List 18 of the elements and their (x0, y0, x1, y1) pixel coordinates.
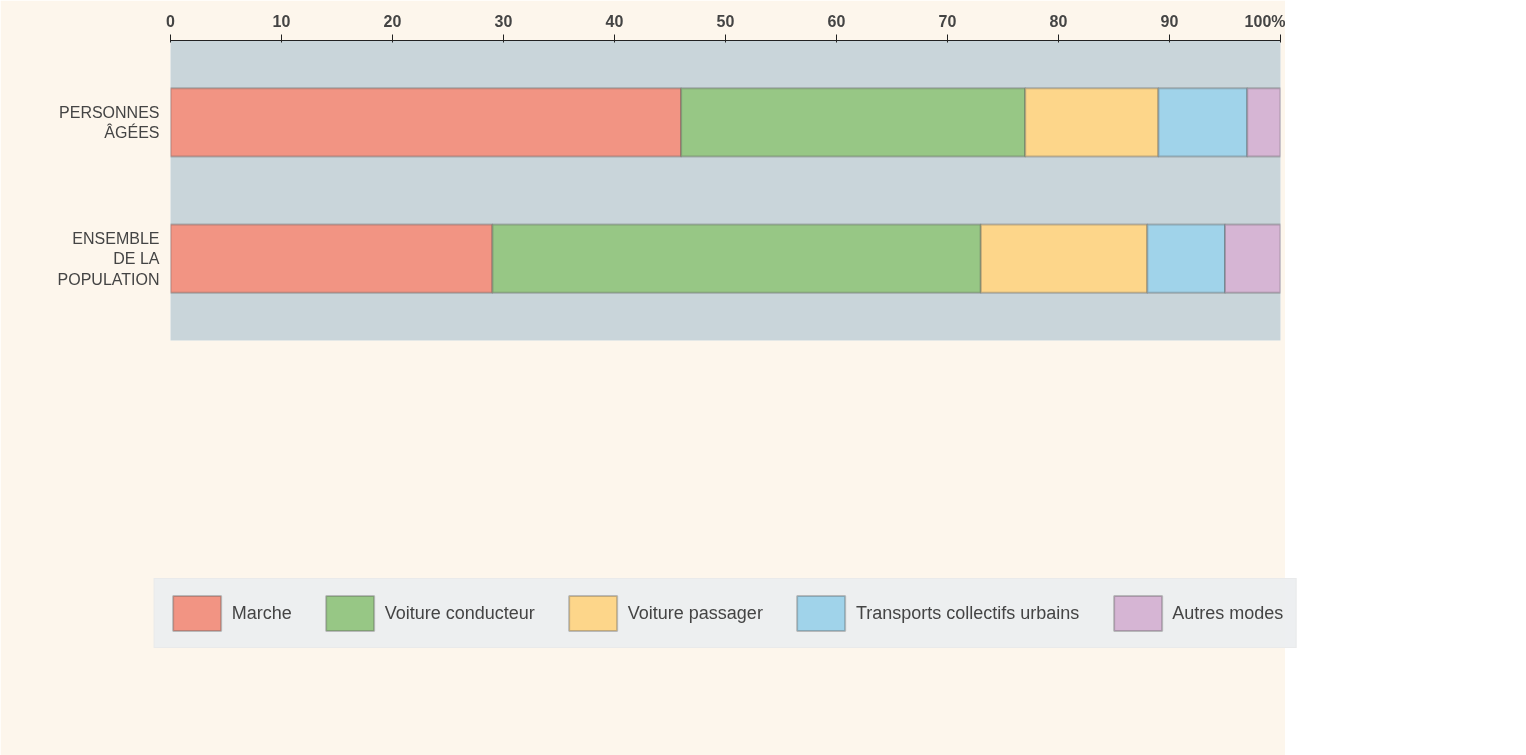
x-tick-label: 0 (166, 12, 176, 30)
x-tick-label: 10 (272, 12, 291, 30)
x-tick-label: 80 (1049, 12, 1068, 30)
x-tick-label: 70 (938, 12, 957, 30)
x-tick-label: 30 (494, 12, 513, 30)
y-tick-label: ENSEMBLE DE LA POPULATION (57, 229, 160, 288)
y-tick-label: PERSONNES ÂGÉES (59, 103, 160, 142)
x-tick-label: 50 (716, 12, 735, 30)
legend-label: Autres modes (1172, 602, 1284, 624)
x-tick-label: 40 (605, 12, 624, 30)
legend-label: Transports collectifs urbains (855, 602, 1080, 624)
legend-label: Voiture passager (627, 602, 763, 624)
x-tick-label: 100% (1244, 12, 1286, 30)
legend-label: Voiture conducteur (384, 602, 535, 624)
x-tick-label: 90 (1160, 12, 1179, 30)
x-tick-label: 20 (383, 12, 402, 30)
legend-label: Marche (231, 602, 292, 624)
x-tick-label: 60 (827, 12, 846, 30)
